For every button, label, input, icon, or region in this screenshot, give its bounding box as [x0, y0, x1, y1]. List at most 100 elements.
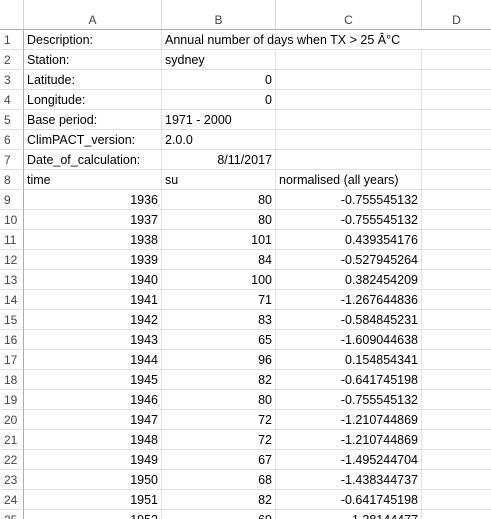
cell-d[interactable] — [422, 450, 491, 470]
cell-d[interactable] — [422, 50, 491, 70]
cell-c[interactable] — [276, 130, 422, 150]
cell-d[interactable] — [422, 90, 491, 110]
time-cell[interactable]: 1948 — [24, 430, 162, 450]
cell-d[interactable] — [422, 370, 491, 390]
row-header[interactable]: 9 — [0, 190, 24, 210]
cell-c[interactable]: normalised (all years) — [276, 170, 422, 190]
normalised-cell[interactable]: -1.609044638 — [276, 330, 422, 350]
cell-d[interactable] — [422, 290, 491, 310]
normalised-cell[interactable]: -1.210744869 — [276, 430, 422, 450]
time-cell[interactable]: 1941 — [24, 290, 162, 310]
su-cell[interactable]: 71 — [162, 290, 276, 310]
su-cell[interactable]: 80 — [162, 190, 276, 210]
time-cell[interactable]: 1945 — [24, 370, 162, 390]
row-header[interactable]: 4 — [0, 90, 24, 110]
column-header-b[interactable]: B — [162, 0, 276, 30]
normalised-cell[interactable]: -1.38144477 — [276, 510, 422, 519]
time-cell[interactable]: 1947 — [24, 410, 162, 430]
row-header[interactable]: 2 — [0, 50, 24, 70]
cell-d[interactable] — [422, 150, 491, 170]
su-cell[interactable]: 72 — [162, 410, 276, 430]
su-cell[interactable]: 80 — [162, 390, 276, 410]
cell-a[interactable]: time — [24, 170, 162, 190]
cell-c[interactable] — [276, 110, 422, 130]
row-header[interactable]: 13 — [0, 270, 24, 290]
normalised-cell[interactable]: -1.267644836 — [276, 290, 422, 310]
cell-d[interactable] — [422, 70, 491, 90]
cell-d[interactable] — [422, 310, 491, 330]
column-header-a[interactable]: A — [24, 0, 162, 30]
cell-d[interactable] — [422, 270, 491, 290]
su-cell[interactable]: 82 — [162, 490, 276, 510]
su-cell[interactable]: 65 — [162, 330, 276, 350]
cell-d[interactable] — [422, 510, 491, 519]
row-header[interactable]: 12 — [0, 250, 24, 270]
cell-a[interactable]: Description: — [24, 30, 162, 50]
normalised-cell[interactable]: -0.584845231 — [276, 310, 422, 330]
row-header[interactable]: 17 — [0, 350, 24, 370]
row-header[interactable]: 6 — [0, 130, 24, 150]
cell-b[interactable]: 0 — [162, 90, 276, 110]
cell-b[interactable]: Annual number of days when TX > 25 Â°C — [162, 30, 400, 50]
time-cell[interactable]: 1952 — [24, 510, 162, 519]
column-header-d[interactable]: D — [422, 0, 491, 30]
su-cell[interactable]: 72 — [162, 430, 276, 450]
time-cell[interactable]: 1949 — [24, 450, 162, 470]
su-cell[interactable]: 69 — [162, 510, 276, 519]
time-cell[interactable]: 1944 — [24, 350, 162, 370]
cell-b[interactable]: 8/11/2017 — [162, 150, 276, 170]
normalised-cell[interactable]: -1.438344737 — [276, 470, 422, 490]
su-cell[interactable]: 67 — [162, 450, 276, 470]
time-cell[interactable]: 1940 — [24, 270, 162, 290]
cell-d[interactable] — [422, 430, 491, 450]
cell-c[interactable] — [276, 90, 422, 110]
normalised-cell[interactable]: -0.755545132 — [276, 210, 422, 230]
time-cell[interactable]: 1937 — [24, 210, 162, 230]
row-header[interactable]: 23 — [0, 470, 24, 490]
cell-d[interactable] — [422, 470, 491, 490]
time-cell[interactable]: 1939 — [24, 250, 162, 270]
row-header[interactable]: 14 — [0, 290, 24, 310]
cell-d[interactable] — [422, 110, 491, 130]
time-cell[interactable]: 1951 — [24, 490, 162, 510]
normalised-cell[interactable]: -0.641745198 — [276, 370, 422, 390]
cell-c[interactable] — [276, 70, 422, 90]
cell-d[interactable] — [422, 170, 491, 190]
row-header[interactable]: 3 — [0, 70, 24, 90]
cell-d[interactable] — [422, 210, 491, 230]
cell-d[interactable] — [422, 490, 491, 510]
cell-d[interactable] — [422, 130, 491, 150]
time-cell[interactable]: 1936 — [24, 190, 162, 210]
row-header[interactable]: 16 — [0, 330, 24, 350]
cell-b[interactable]: sydney — [162, 50, 276, 70]
cell-b[interactable]: 1971 - 2000 — [162, 110, 276, 130]
time-cell[interactable]: 1943 — [24, 330, 162, 350]
su-cell[interactable]: 96 — [162, 350, 276, 370]
cell-c[interactable] — [276, 50, 422, 70]
cell-d[interactable] — [422, 410, 491, 430]
row-header[interactable]: 19 — [0, 390, 24, 410]
cell-c[interactable] — [276, 30, 422, 50]
time-cell[interactable]: 1950 — [24, 470, 162, 490]
normalised-cell[interactable]: -1.495244704 — [276, 450, 422, 470]
su-cell[interactable]: 68 — [162, 470, 276, 490]
cell-a[interactable]: Base period: — [24, 110, 162, 130]
cell-d[interactable] — [422, 350, 491, 370]
row-header[interactable]: 24 — [0, 490, 24, 510]
cell-b[interactable]: 0 — [162, 70, 276, 90]
normalised-cell[interactable]: 0.382454209 — [276, 270, 422, 290]
row-header[interactable]: 25 — [0, 510, 24, 519]
row-header[interactable]: 15 — [0, 310, 24, 330]
su-cell[interactable]: 82 — [162, 370, 276, 390]
column-header-c[interactable]: C — [276, 0, 422, 30]
cell-d[interactable] — [422, 330, 491, 350]
cell-d[interactable] — [422, 190, 491, 210]
row-header[interactable]: 20 — [0, 410, 24, 430]
cell-a[interactable]: Date_of_calculation: — [24, 150, 162, 170]
normalised-cell[interactable]: -0.755545132 — [276, 390, 422, 410]
time-cell[interactable]: 1942 — [24, 310, 162, 330]
normalised-cell[interactable]: -0.641745198 — [276, 490, 422, 510]
row-header[interactable]: 22 — [0, 450, 24, 470]
row-header[interactable]: 7 — [0, 150, 24, 170]
row-header[interactable]: 18 — [0, 370, 24, 390]
